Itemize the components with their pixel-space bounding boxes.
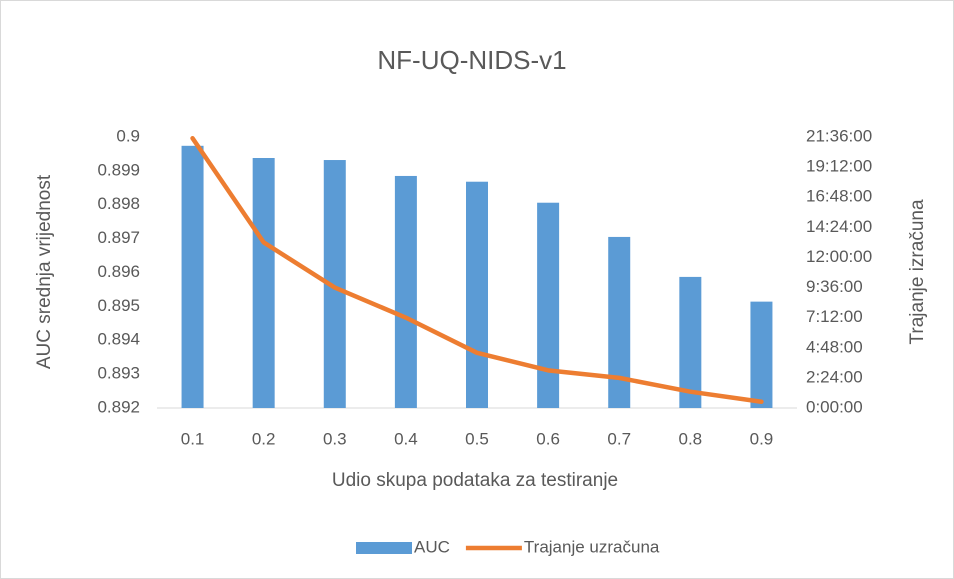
y2-axis-label: Trajanje izračuna [907, 199, 928, 344]
x-tick-label: 0.5 [465, 429, 489, 448]
legend-label: AUC [414, 537, 450, 556]
y-tick-label: 0.897 [97, 228, 140, 247]
legend-label: Trajanje uzračuna [524, 537, 660, 556]
bar [323, 160, 346, 408]
x-axis-label: Udio skupa podataka za testiranje [332, 470, 618, 491]
y2-tick-label: 14:24:00 [806, 217, 872, 236]
y2-tick-label: 0:00:00 [806, 397, 863, 416]
x-tick-label: 0.2 [252, 429, 276, 448]
x-tick-label: 0.1 [181, 429, 205, 448]
x-tick-label: 0.4 [394, 429, 418, 448]
y2-tick-label: 2:24:00 [806, 367, 863, 386]
y2-tick-label: 4:48:00 [806, 337, 863, 356]
y-tick-label: 0.892 [97, 397, 140, 416]
y-tick-label: 0.895 [97, 296, 140, 315]
y2-tick-label: 16:48:00 [806, 187, 872, 206]
bar [252, 158, 275, 408]
x-tick-label: 0.6 [536, 429, 560, 448]
x-tick-label: 0.3 [323, 429, 347, 448]
bar [537, 202, 560, 408]
bar [466, 181, 488, 408]
y2-tick-label: 19:12:00 [806, 157, 872, 176]
bar [608, 236, 631, 408]
y-tick-label: 0.893 [97, 364, 140, 383]
y-tick-label: 0.9 [116, 126, 140, 145]
legend-swatch [356, 542, 412, 554]
y2-tick-label: 7:12:00 [806, 307, 863, 326]
y-axis-label: AUC srednja vrijednost [34, 174, 55, 369]
bar [750, 301, 773, 408]
bar [679, 276, 702, 408]
y-tick-label: 0.899 [97, 160, 140, 179]
y2-tick-label: 9:36:00 [806, 277, 863, 296]
x-tick-label: 0.7 [607, 429, 631, 448]
y2-tick-label: 21:36:00 [806, 126, 872, 145]
bar [181, 145, 204, 408]
y-tick-label: 0.896 [97, 262, 140, 281]
y-tick-label: 0.898 [97, 194, 140, 213]
y-tick-label: 0.894 [97, 330, 140, 349]
chart-title: NF-UQ-NIDS-v1 [377, 45, 566, 75]
line [190, 136, 764, 404]
x-tick-label: 0.8 [679, 429, 703, 448]
y2-tick-label: 12:00:00 [806, 247, 872, 266]
bar [394, 175, 417, 408]
x-tick-label: 0.9 [750, 429, 774, 448]
